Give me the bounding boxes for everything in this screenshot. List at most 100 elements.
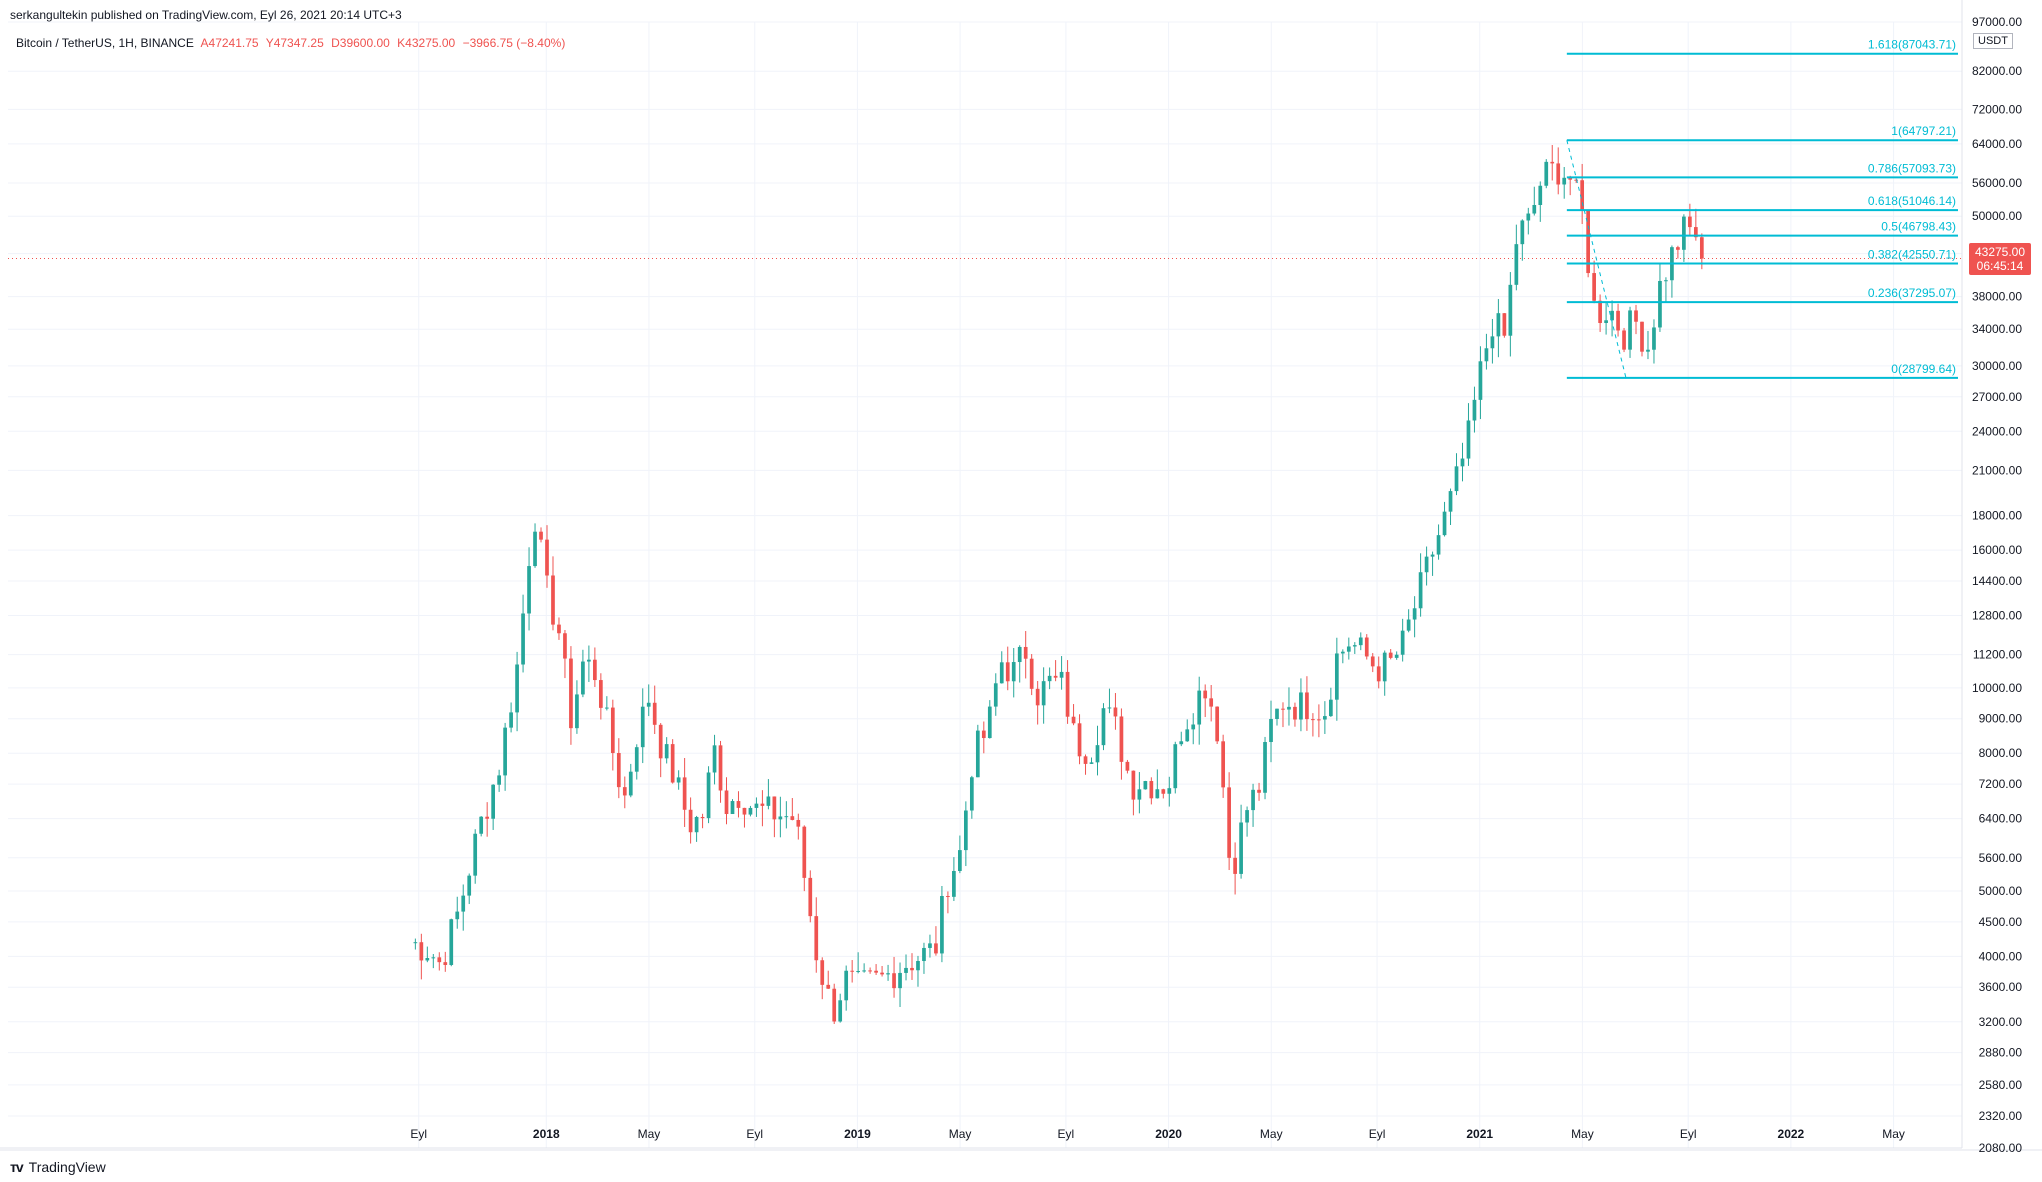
candle-body <box>1023 646 1028 659</box>
candle-body <box>1340 651 1345 654</box>
time-axis-label: 2020 <box>1155 1127 1182 1141</box>
candle-body <box>969 777 974 811</box>
candle-body <box>1203 690 1208 699</box>
candle-body <box>1143 781 1148 790</box>
price-axis-label: 27000.00 <box>1972 390 2022 404</box>
candle-body <box>1610 310 1614 321</box>
candle-body <box>1239 822 1243 874</box>
candle-body <box>1628 310 1632 350</box>
candle-body <box>1634 310 1638 322</box>
time-axis-label: May <box>638 1127 661 1141</box>
candle-body <box>856 970 861 972</box>
candle-body <box>1502 313 1507 336</box>
candle-body <box>904 967 908 973</box>
last-price-tag: 43275.00 06:45:14 <box>1969 243 2031 275</box>
candle-body <box>1059 671 1064 678</box>
candle-body <box>1155 789 1160 799</box>
candle-body <box>730 801 735 815</box>
currency-label[interactable]: USDT <box>1973 33 2013 49</box>
candle-body <box>706 772 711 819</box>
candle-body <box>1412 608 1417 620</box>
candle-body <box>1664 280 1668 282</box>
candle-body <box>419 942 424 961</box>
candle-body <box>1699 237 1704 259</box>
candle-body <box>1472 399 1477 421</box>
time-axis-label: 2022 <box>1778 1127 1805 1141</box>
candle-body <box>1490 336 1495 349</box>
tradingview-brand[interactable]: ᴛᴠ TradingView <box>10 1159 106 1175</box>
time-axis-label: Eyl <box>1058 1127 1075 1141</box>
symbol-name[interactable]: Bitcoin / TetherUS, 1H, BINANCE <box>16 36 194 50</box>
candle-body <box>437 957 442 963</box>
candle-body <box>742 807 747 815</box>
candle-body <box>1598 300 1602 323</box>
time-axis-label: May <box>1571 1127 1594 1141</box>
candle-body <box>628 771 633 796</box>
price-axis-label: 72000.00 <box>1972 102 2022 116</box>
price-axis-label: 2080.00 <box>1979 1141 2023 1155</box>
time-axis-label: Eyl <box>410 1127 427 1141</box>
candle-body <box>610 707 615 754</box>
candle-body <box>1640 321 1644 352</box>
candle-body <box>604 707 609 709</box>
candle-body <box>1215 706 1220 742</box>
candle-body <box>1137 789 1142 800</box>
fib-level-label: 0.618(51046.14) <box>1868 194 1956 208</box>
candle-body <box>640 706 645 748</box>
candle-body <box>1119 716 1124 762</box>
candle-body <box>1311 719 1315 721</box>
candle-body <box>545 539 549 576</box>
candle-body <box>700 816 705 819</box>
candle-body <box>1358 637 1363 646</box>
candle-body <box>1005 662 1010 682</box>
time-axis-label: 2019 <box>844 1127 871 1141</box>
candle-body <box>1197 690 1202 725</box>
price-axis-label: 4500.00 <box>1979 915 2023 929</box>
price-axis-label: 3600.00 <box>1979 980 2023 994</box>
price-axis-label: 9000.00 <box>1979 712 2023 726</box>
candle-body <box>1526 213 1531 221</box>
candle-body <box>963 810 968 851</box>
candle-body <box>551 575 555 625</box>
fib-level-label: 0.382(42550.71) <box>1868 247 1956 261</box>
candle-body <box>1065 671 1070 717</box>
candle-body <box>1586 209 1591 274</box>
candle-body <box>1460 458 1465 467</box>
candle-body <box>509 712 513 728</box>
last-price-value: 43275.00 <box>1974 245 2026 259</box>
candle-body <box>1233 857 1237 874</box>
candle-body <box>1131 770 1136 800</box>
candle-body <box>1688 216 1692 228</box>
candle-body <box>1053 675 1058 678</box>
candle-body <box>766 796 771 806</box>
price-axis-label: 6400.00 <box>1979 812 2023 826</box>
candle-body <box>1299 692 1303 720</box>
candle-body <box>1317 719 1321 721</box>
candle-body <box>1209 698 1214 707</box>
candle-body <box>581 661 585 695</box>
candle-body <box>826 984 831 989</box>
candle-body <box>1346 646 1351 652</box>
candle-body <box>515 664 519 713</box>
candle-body <box>652 702 657 725</box>
candle-body <box>497 775 501 785</box>
candle-body <box>916 961 920 971</box>
price-axis-label: 64000.00 <box>1972 137 2022 151</box>
time-axis-label: 2021 <box>1466 1127 1493 1141</box>
candle-body <box>922 947 926 962</box>
candle-body <box>975 730 980 778</box>
candle-body <box>1011 662 1016 682</box>
candle-body <box>1328 699 1333 717</box>
candle-body <box>712 745 717 773</box>
candle-body <box>587 659 591 662</box>
candle-body <box>425 958 430 961</box>
candle-body <box>724 790 729 815</box>
candle-body <box>1352 645 1357 647</box>
symbol-info-line: Bitcoin / TetherUS, 1H, BINANCE A47241.7… <box>16 36 569 50</box>
candle-body <box>634 747 639 772</box>
candle-body <box>838 1000 843 1022</box>
candle-body <box>999 662 1004 684</box>
fib-level-label: 1.618(87043.71) <box>1868 38 1956 52</box>
candle-body <box>616 753 621 788</box>
